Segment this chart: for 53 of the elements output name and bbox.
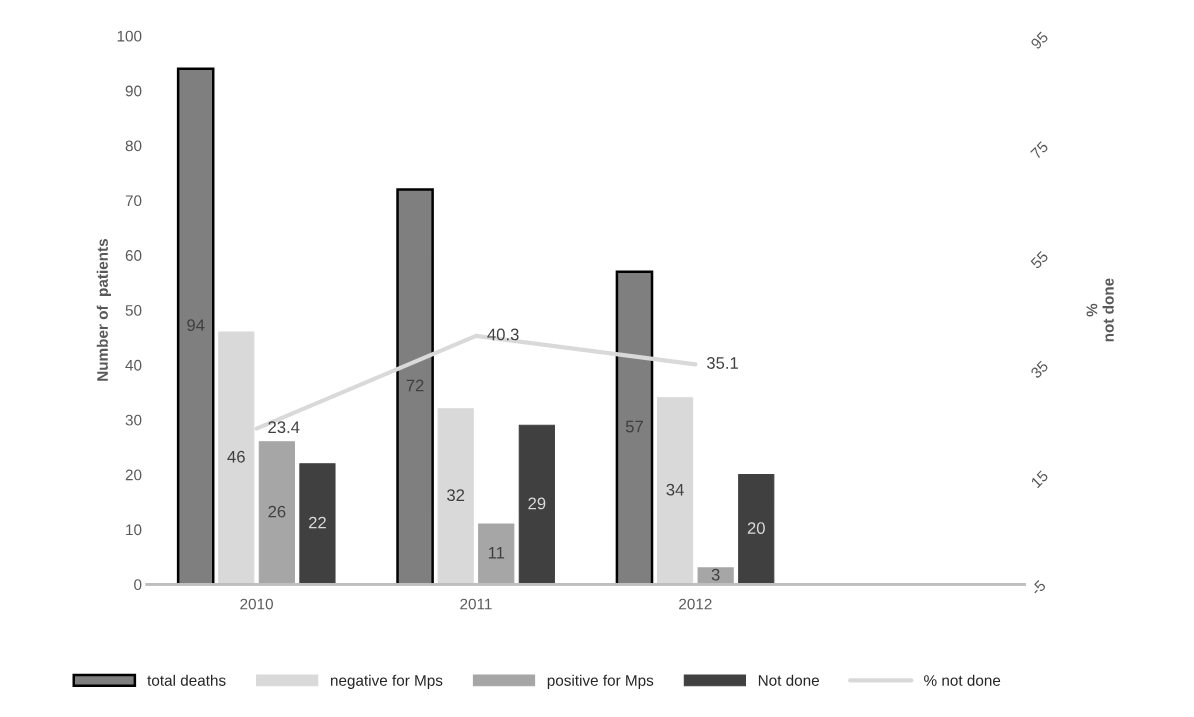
data-label: 22 [309,516,326,529]
legend-label: total deaths [147,674,226,686]
bar [258,441,295,585]
data-label: 35.1 [706,357,738,369]
y-tick-label: 80 [125,140,142,152]
y-tick-label: 100 [117,30,142,42]
y2-tick-label: -5 [1030,579,1047,596]
legend-label: positive for Mps [547,674,654,689]
legend-label: negative for Mps [330,674,443,689]
x-tick-label: 2010 [240,598,273,610]
data-label: 29 [528,497,546,510]
data-label: 23.4 [268,421,300,434]
legend-label: % not done [924,674,1001,686]
bar [299,463,336,585]
y2-tick-label: 55 [1030,250,1049,270]
y-tick-label: 70 [125,195,142,207]
bar [656,397,694,585]
bar [396,188,434,585]
data-label: 94 [187,319,205,332]
data-label: 34 [666,483,684,496]
y-axis-title: Number of patients [96,239,111,381]
data-label: 32 [447,489,465,502]
bar [697,567,734,585]
bar [176,67,215,585]
y-tick-label: 10 [126,524,142,536]
bar [478,523,515,585]
data-label: 40.3 [487,328,519,341]
data-label: 11 [488,547,505,559]
data-label: 20 [747,522,765,534]
y-tick-label: 0 [134,579,142,591]
bar [437,408,474,585]
bar [615,270,654,585]
y-tick-label: 50 [125,304,142,316]
y-tick-label: 20 [125,469,142,481]
y2-tick-label: 15 [1030,469,1049,489]
x-tick-label: 2012 [679,598,712,610]
x-tick-label: 2011 [460,598,492,610]
y-tick-label: 90 [125,85,142,97]
y-tick-label: 60 [125,250,142,261]
legend-label: Not done [758,674,819,686]
y-tick-label: 30 [125,414,142,426]
data-label: 57 [625,420,643,433]
y2-axis-title: % not done [1086,278,1114,342]
data-label: 26 [268,505,286,518]
bar [518,424,555,585]
data-label: 72 [406,379,424,392]
y2-tick-label: 75 [1030,140,1049,160]
y-tick-label: 40 [125,359,142,371]
data-label: 3 [711,568,720,581]
y2-tick-label: 35 [1030,360,1049,379]
data-label: 46 [227,450,245,463]
y2-tick-label: 95 [1030,31,1049,50]
bar [738,474,775,585]
